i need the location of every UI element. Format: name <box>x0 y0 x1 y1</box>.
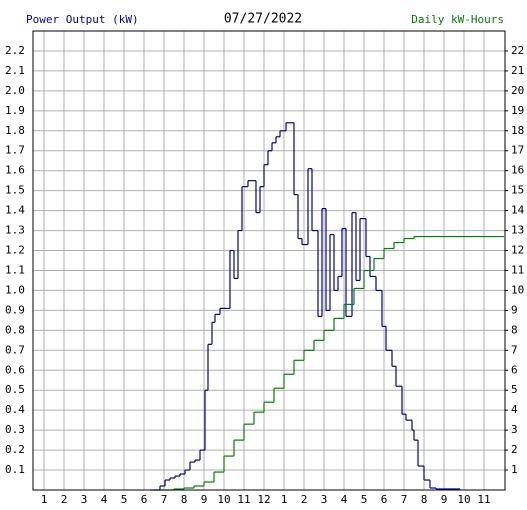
y-tick-label: 2.2 <box>5 44 25 57</box>
x-tick-label: 1 <box>281 493 288 506</box>
x-tick-label: 3 <box>81 493 88 506</box>
y-tick-label: 2.1 <box>5 64 25 77</box>
y2-tick-label: 11 <box>511 263 524 276</box>
x-tick-label: 5 <box>121 493 128 506</box>
x-tick-label: 11 <box>237 493 250 506</box>
x-tick-label: 7 <box>401 493 408 506</box>
y2-tick-label: 22 <box>511 44 524 57</box>
x-tick-label: 6 <box>141 493 148 506</box>
y2-tick-label: 18 <box>511 124 524 137</box>
x-tick-label: 4 <box>341 493 348 506</box>
x-tick-label: 2 <box>301 493 308 506</box>
y-axis-title: Power Output (kW) <box>26 13 139 26</box>
chart-title: 07/27/2022 <box>224 12 302 27</box>
y2-tick-label: 12 <box>511 244 524 257</box>
y-tick-label: 0.1 <box>5 463 25 476</box>
y2-tick-label: 7 <box>511 343 518 356</box>
y2-tick-label: 14 <box>511 204 525 217</box>
y-tick-label: 2.0 <box>5 84 25 97</box>
y2-tick-label: 6 <box>511 363 518 376</box>
x-tick-label: 2 <box>61 493 68 506</box>
x-tick-label: 9 <box>201 493 208 506</box>
grid <box>33 31 505 490</box>
x-tick-label: 1 <box>41 493 48 506</box>
x-tick-label: 9 <box>441 493 448 506</box>
y2-axis-title: Daily kW-Hours <box>411 13 504 26</box>
y2-tick-label: 1 <box>511 463 518 476</box>
y-tick-label: 0.6 <box>5 363 25 376</box>
y-tick-label: 1.7 <box>5 144 25 157</box>
y-tick-label: 1.3 <box>5 224 25 237</box>
x-tick-label: 10 <box>457 493 470 506</box>
y-tick-label: 1.1 <box>5 263 25 276</box>
y-tick-label: 1.8 <box>5 124 25 137</box>
y2-tick-label: 13 <box>511 224 524 237</box>
y-tick-label: 1.9 <box>5 104 25 117</box>
y2-tick-label: 16 <box>511 164 524 177</box>
y-tick-label: 0.8 <box>5 323 25 336</box>
x-tick-label: 12 <box>257 493 270 506</box>
y-tick-label: 0.7 <box>5 343 25 356</box>
x-tick-label: 10 <box>217 493 230 506</box>
x-tick-label: 3 <box>321 493 328 506</box>
y-tick-label: 1.6 <box>5 164 25 177</box>
y2-tick-label: 10 <box>511 283 524 296</box>
y2-tick-label: 21 <box>511 64 524 77</box>
y-tick-label: 1.2 <box>5 244 25 257</box>
y-tick-label: 0.9 <box>5 303 25 316</box>
y2-tick-label: 3 <box>511 423 518 436</box>
x-tick-label: 5 <box>361 493 368 506</box>
y-tick-label: 0.4 <box>5 403 25 416</box>
x-tick-label: 7 <box>161 493 168 506</box>
y2-tick-label: 15 <box>511 184 524 197</box>
x-tick-label: 11 <box>477 493 490 506</box>
y2-tick-label: 20 <box>511 84 524 97</box>
y-tick-label: 1.4 <box>5 204 25 217</box>
y-tick-label: 0.2 <box>5 443 25 456</box>
plot <box>150 122 504 491</box>
x-tick-label: 4 <box>101 493 108 506</box>
x-tick-label: 8 <box>181 493 188 506</box>
y2-tick-label: 9 <box>511 303 518 316</box>
y2-tick-label: 17 <box>511 144 524 157</box>
x-tick-label: 6 <box>381 493 388 506</box>
y-tick-label: 0.5 <box>5 383 25 396</box>
y-tick-label: 1.5 <box>5 184 25 197</box>
y2-tick-label: 4 <box>511 403 518 416</box>
y-tick-label: 1.0 <box>5 283 25 296</box>
x-tick-label: 8 <box>421 493 428 506</box>
y2-tick-label: 5 <box>511 383 518 396</box>
plot-border <box>32 30 506 491</box>
y-tick-label: 0.3 <box>5 423 25 436</box>
y2-tick-label: 2 <box>511 443 518 456</box>
y2-tick-label: 8 <box>511 323 518 336</box>
y2-tick-label: 19 <box>511 104 524 117</box>
